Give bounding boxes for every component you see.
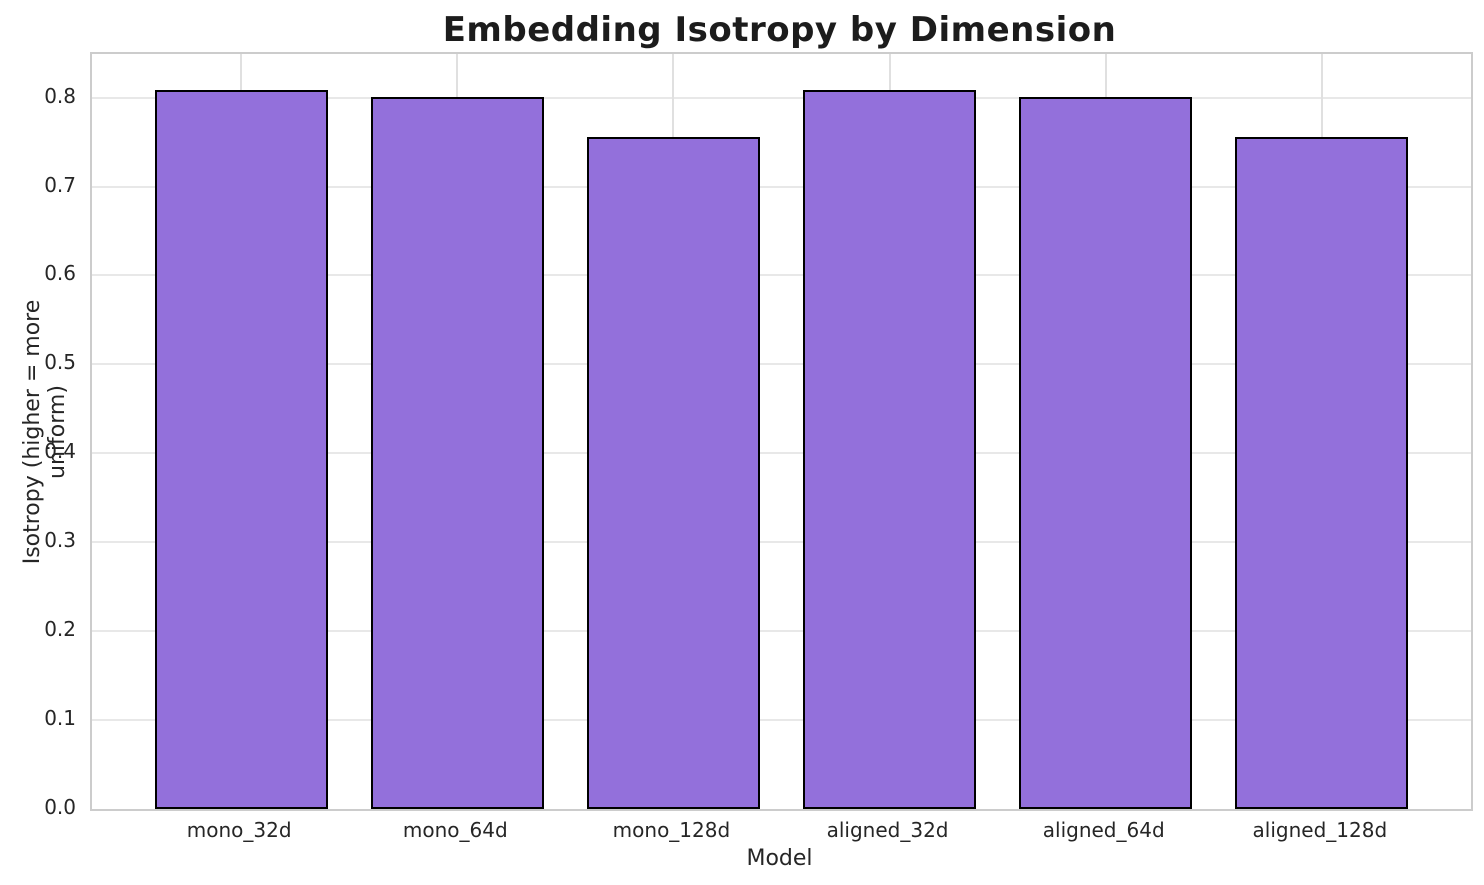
bar-aligned_32d bbox=[803, 89, 977, 809]
y-gridline bbox=[92, 630, 1471, 633]
x-tick-label: mono_64d bbox=[402, 818, 508, 842]
y-tick-label: 0.8 bbox=[44, 83, 76, 108]
bar-mono_32d bbox=[154, 89, 328, 809]
y-tick-label: 0.2 bbox=[44, 617, 76, 642]
x-tick-label: aligned_128d bbox=[1252, 818, 1388, 842]
chart-title: Embedding Isotropy by Dimension bbox=[442, 10, 1117, 50]
bar-mono_128d bbox=[586, 136, 760, 809]
plot-area bbox=[90, 52, 1473, 811]
y-tick-label: 0.3 bbox=[44, 528, 76, 553]
bar-aligned_64d bbox=[1019, 96, 1193, 809]
y-tick-label: 0.0 bbox=[44, 795, 76, 819]
x-tick-label: aligned_64d bbox=[1042, 818, 1165, 842]
y-tick-label: 0.6 bbox=[44, 261, 76, 286]
y-tick-label: 0.4 bbox=[44, 439, 76, 464]
y-gridline bbox=[92, 452, 1471, 455]
y-axis-label: Isotropy (higher = more uniform) bbox=[20, 299, 70, 565]
y-gridline bbox=[92, 541, 1471, 544]
y-tick-label: 0.5 bbox=[44, 350, 76, 375]
y-tick-label: 0.7 bbox=[44, 172, 76, 197]
x-tick-label: mono_32d bbox=[186, 818, 292, 842]
x-tick-label: mono_128d bbox=[612, 818, 731, 842]
bar-aligned_128d bbox=[1235, 136, 1409, 809]
bar-mono_64d bbox=[370, 96, 544, 809]
y-tick-label: 0.1 bbox=[44, 706, 76, 731]
y-gridline bbox=[92, 363, 1471, 366]
y-gridline bbox=[92, 719, 1471, 722]
x-tick-label: aligned_32d bbox=[826, 818, 949, 842]
x-axis-label: Model bbox=[746, 846, 813, 871]
y-gridline bbox=[92, 185, 1471, 188]
y-gridline bbox=[92, 274, 1471, 277]
y-gridline bbox=[92, 96, 1471, 99]
